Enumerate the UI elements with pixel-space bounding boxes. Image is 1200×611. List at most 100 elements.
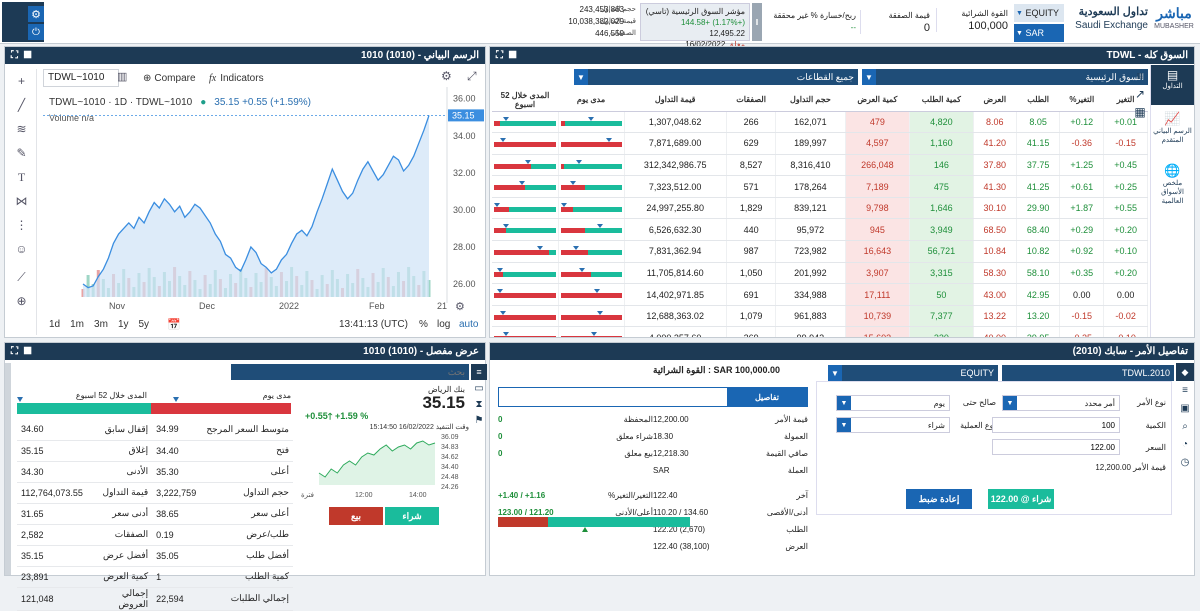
percent-toggle[interactable]: % (419, 319, 428, 330)
alert-icon[interactable]: ◔ (1181, 438, 1189, 450)
candles-icon[interactable]: ▥ (117, 71, 128, 83)
watchlist-row[interactable]: 0.20+ 0.35+ 58.10 58.30 3,315 3,907 201,992 1,0… (492, 262, 1148, 285)
expand-icon[interactable]: ⛶ (11, 346, 18, 357)
indicators-button[interactable]: fx Indicators (209, 70, 264, 86)
ruler-icon[interactable]: ⟋ (17, 269, 26, 284)
period-1m[interactable]: 1m (70, 319, 85, 330)
heatmap-icon[interactable]: ▦ (1134, 105, 1146, 119)
expand-icon[interactable]: ⛶ (496, 50, 503, 61)
period-5y[interactable]: 5y (138, 319, 150, 330)
side-nav-advanced-chart[interactable]: 📈 الرسم البياني المتقدم (1151, 105, 1194, 157)
chart-settings-icon[interactable]: ⚙ (441, 69, 452, 83)
reset-button[interactable]: إعادة ضبط (906, 489, 972, 509)
column-header[interactable]: قيمة التداول (624, 89, 727, 112)
column-header[interactable]: الطلب (1016, 89, 1060, 112)
document-icon[interactable]: ▭ (474, 382, 484, 394)
index-status: مغلق (727, 40, 745, 49)
period-3m[interactable]: 3m (94, 319, 108, 330)
column-header[interactable]: العرض (973, 89, 1017, 112)
zoom-icon[interactable]: ⊕ (16, 294, 27, 308)
compare-button[interactable]: ⊕ Compare (143, 70, 196, 86)
tag-icon[interactable]: ◆ (1176, 363, 1194, 381)
brush-icon[interactable]: ✎ (16, 146, 27, 160)
equity-select[interactable]: ▼ EQUITY (1014, 4, 1064, 22)
power-icon[interactable]: ⏻ (28, 24, 44, 40)
symbol-input[interactable]: TDWL~1010 (43, 69, 119, 87)
grid-icon[interactable]: ▦ (23, 346, 32, 357)
cell-aq: 9,798 (845, 197, 911, 220)
intraday-mini-chart[interactable]: 36.09 34.83 34.62 34.40 24.48 24.26 12:00 14:00… (299, 429, 471, 499)
currency-select[interactable]: ▼ SAR (1014, 24, 1064, 42)
cell-week52-range (492, 111, 559, 134)
search-input[interactable] (231, 364, 469, 380)
fullscreen-icon[interactable]: ⤢ (467, 69, 477, 83)
list-icon[interactable]: ≡ (471, 364, 487, 380)
column-header[interactable]: المدى خلال 52 اسبوع (492, 89, 558, 112)
column-header[interactable]: حجم التداول (775, 89, 846, 112)
place-order-button[interactable]: شراء @ 122.00 (988, 489, 1054, 509)
order-symbol-field[interactable]: TDWL.2010 (1002, 365, 1174, 381)
grid-icon[interactable]: ▦ (508, 50, 517, 61)
log-toggle[interactable]: log (437, 319, 451, 330)
watchlist-row[interactable]: 0.00 0.00 42.95 43.00 50 17,111 334,988 691 14,4… (492, 283, 1148, 306)
column-header[interactable]: التغير (1103, 89, 1148, 112)
watchlist-row[interactable]: 0.10-0.25-39.9540.0022015,60399,9422694,… (492, 326, 1148, 337)
price-area (83, 115, 429, 298)
emoji-icon[interactable]: ☺ (15, 242, 28, 256)
cell-a: 37.80 (973, 154, 1017, 177)
hourglass-icon[interactable]: ⧗ (475, 398, 483, 410)
watchlist-row[interactable]: 0.10+ 0.92+ 10.82 10.84 56,721 16,643 723,982 9… (492, 240, 1148, 263)
watchlist-row[interactable]: 0.15- 0.36- 41.15 41.20 1,160 4,597 189,997 629… (492, 132, 1148, 155)
order-equity-select[interactable]: ▼ EQUITY (828, 365, 998, 381)
ticker-toggle[interactable]: ‖ (752, 3, 762, 41)
briefcase-icon[interactable]: ▣ (1180, 402, 1190, 414)
expand-icon[interactable]: ⛶ (11, 50, 18, 61)
column-header[interactable]: التغير% (1059, 89, 1104, 112)
pattern-icon[interactable]: ⋈ (15, 194, 28, 208)
list-icon[interactable]: ≡ (1182, 384, 1188, 396)
list-view-icon[interactable]: ≡ (1136, 69, 1144, 83)
watchlist-row[interactable]: 0.20+ 0.29+ 68.40 68.50 3,949 945 95,972 440 6,5… (492, 218, 1148, 242)
qty-input[interactable] (992, 417, 1120, 433)
side-select[interactable]: ▼ شراء (836, 417, 950, 433)
watchlist-row[interactable]: 0.02- 0.15- 13.20 13.22 7,377 10,739 961,883 1,… (492, 305, 1148, 328)
crosshair-icon[interactable]: + (17, 74, 25, 88)
fib-icon[interactable]: ≋ (16, 122, 27, 136)
turnover-value: 10,038,382,029 (568, 17, 624, 26)
search-icon[interactable]: ⌕ (1182, 420, 1188, 432)
column-header[interactable]: الصفقات (726, 89, 776, 112)
gear-icon[interactable]: ⚙ (28, 6, 44, 22)
grid-icon[interactable]: ▦ (23, 50, 32, 61)
column-header[interactable]: كمية الطلب (909, 89, 974, 112)
period-1d[interactable]: 1d (49, 319, 61, 330)
mini-chart-icon[interactable]: ↗ (1134, 87, 1146, 101)
detail-sell-button[interactable]: بيع (329, 507, 383, 525)
calendar-icon[interactable]: 📅 (167, 319, 181, 331)
side-nav-global-markets[interactable]: 🌐 ملخص الأسواق العالمية (1151, 157, 1194, 209)
axis-settings-icon[interactable]: ⚙ (455, 301, 465, 313)
period-1y[interactable]: 1y (117, 319, 129, 330)
watchlist-row[interactable]: 0.55+ 1.87+ 29.90 30.10 1,646 9,798 839,121 1,8… (492, 197, 1148, 220)
price-chart[interactable]: 26.00 28.00 30.00 32.00 34.00 36.00 35.15 Nov De… (39, 87, 485, 313)
auto-toggle[interactable]: auto (459, 319, 479, 330)
watchlist-row[interactable]: 0.25+ 0.61+ 41.25 41.30 475 7,189 178,264 571 7,… (492, 175, 1148, 198)
sector-select[interactable]: ▼ جميع القطاعات (574, 69, 858, 85)
left-scrollbar[interactable] (5, 363, 11, 575)
text-tool-icon[interactable]: T (17, 169, 26, 184)
history-icon[interactable]: ◷ (1180, 456, 1190, 468)
market-select[interactable]: ▼ السوق الرئيسية (862, 69, 1148, 85)
order-type-select[interactable]: ▼ أمر محدد (1002, 395, 1120, 411)
validity-select[interactable]: ▼ يوم (836, 395, 950, 411)
details-tab[interactable]: تفاصيل (727, 388, 807, 406)
flag-icon[interactable]: ⚑ (474, 414, 484, 426)
price-input[interactable] (992, 439, 1120, 455)
watchlist-row[interactable]: 0.45+ 1.25+ 37.75 37.80 146 266,048 8,316,410 8… (492, 154, 1148, 177)
watchlist-row[interactable]: 0.01+ 0.12+ 8.05 8.06 4,820 479 162,071 266 1,30… (492, 111, 1148, 134)
trendline-icon[interactable]: ╱ (17, 98, 26, 112)
column-header[interactable]: مدى يوم (558, 89, 624, 112)
side-nav-trading[interactable]: ▤ التداول (1151, 65, 1194, 105)
column-header[interactable]: كمية العرض (845, 89, 910, 112)
detail-buy-button[interactable]: شراء (385, 507, 439, 525)
index-box[interactable]: مؤشر السوق الرئيسية (تاسي) 144.58+ (1.17… (640, 3, 750, 49)
measure-lines-icon[interactable]: ⋮ (15, 218, 28, 232)
